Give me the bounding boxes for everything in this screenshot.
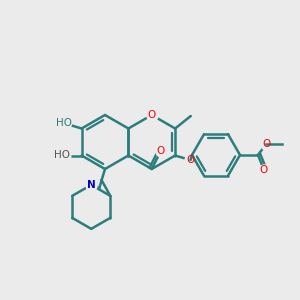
Text: O: O [262, 139, 271, 149]
Text: O: O [157, 146, 165, 156]
Text: O: O [260, 165, 268, 175]
Text: N: N [87, 180, 96, 190]
Text: O: O [186, 155, 195, 165]
Text: HO: HO [54, 149, 70, 160]
Text: HO: HO [56, 118, 72, 128]
Text: O: O [148, 110, 156, 120]
